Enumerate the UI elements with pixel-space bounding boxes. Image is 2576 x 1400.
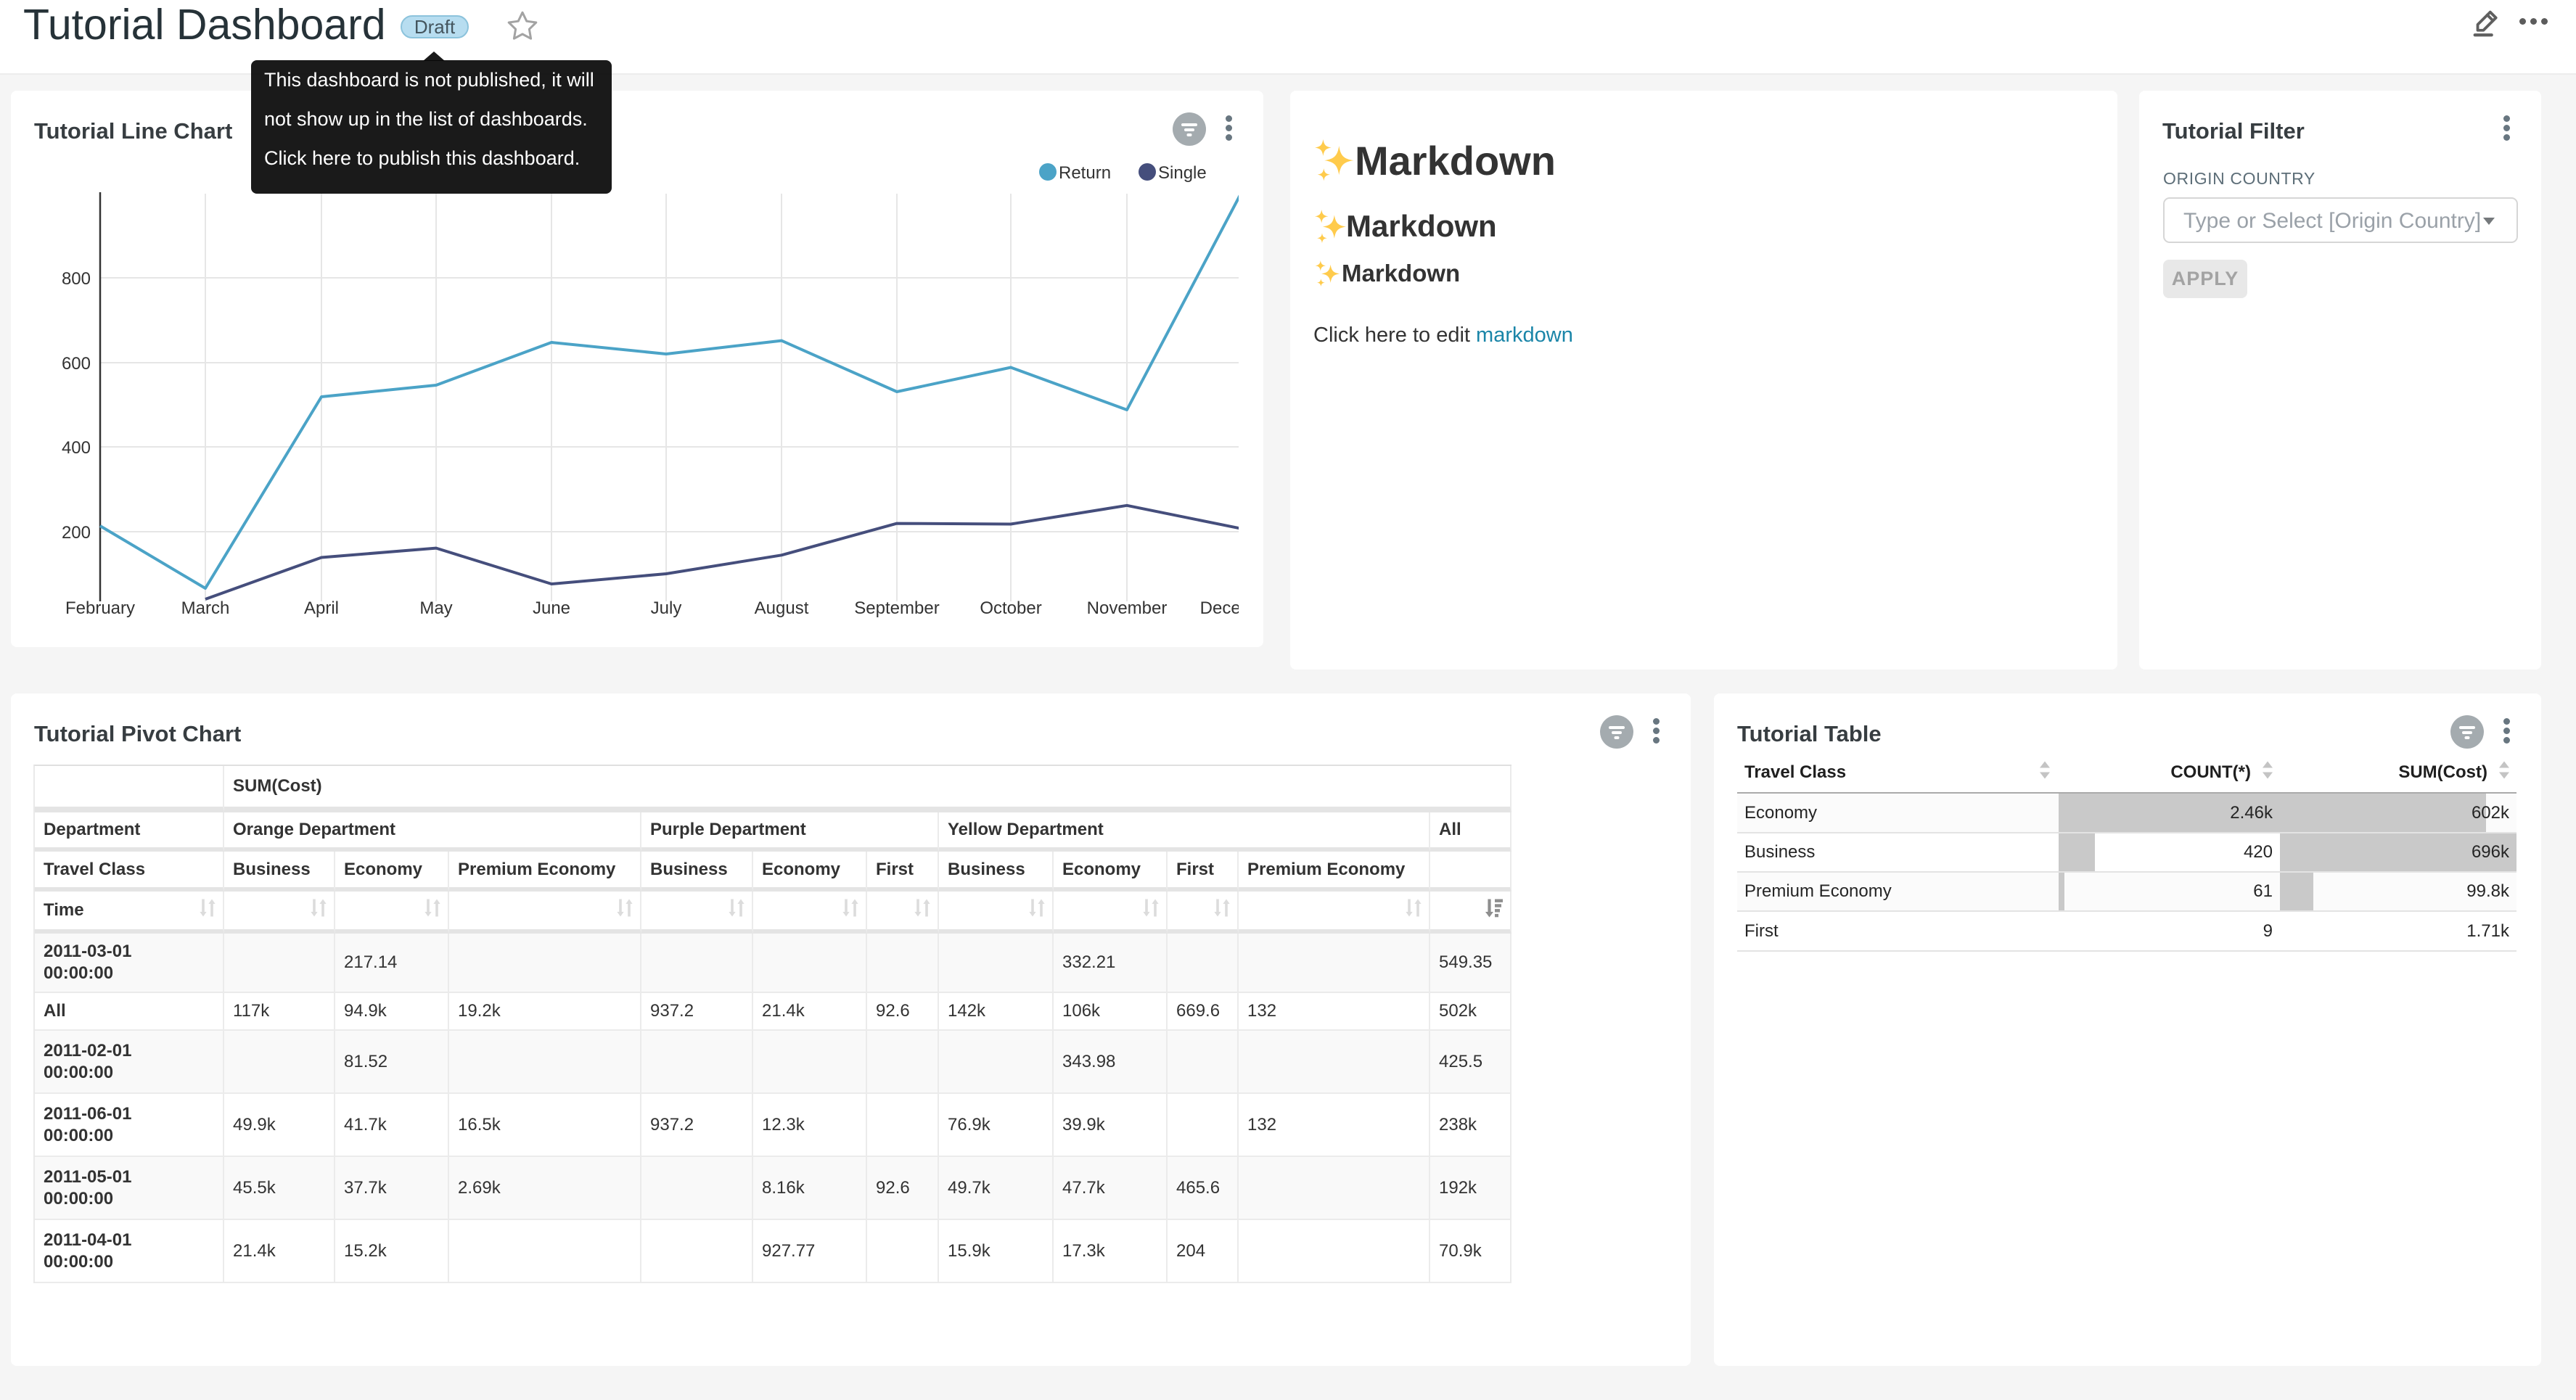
svg-text:Single: Single: [1158, 163, 1207, 183]
svg-text:Return: Return: [1059, 163, 1111, 183]
svg-text:June: June: [533, 598, 570, 618]
svg-text:October: October: [980, 598, 1041, 618]
svg-text:February: February: [65, 598, 135, 618]
svg-text:400: 400: [62, 438, 91, 458]
svg-text:August: August: [755, 598, 809, 618]
svg-text:200: 200: [62, 523, 91, 543]
svg-text:March: March: [181, 598, 230, 618]
svg-text:600: 600: [62, 354, 91, 374]
svg-text:November: November: [1087, 598, 1168, 618]
svg-text:April: April: [304, 598, 339, 618]
svg-text:May: May: [419, 598, 452, 618]
svg-text:July: July: [651, 598, 682, 618]
svg-text:December: December: [1200, 598, 1239, 618]
svg-text:September: September: [854, 598, 939, 618]
svg-text:800: 800: [62, 269, 91, 289]
